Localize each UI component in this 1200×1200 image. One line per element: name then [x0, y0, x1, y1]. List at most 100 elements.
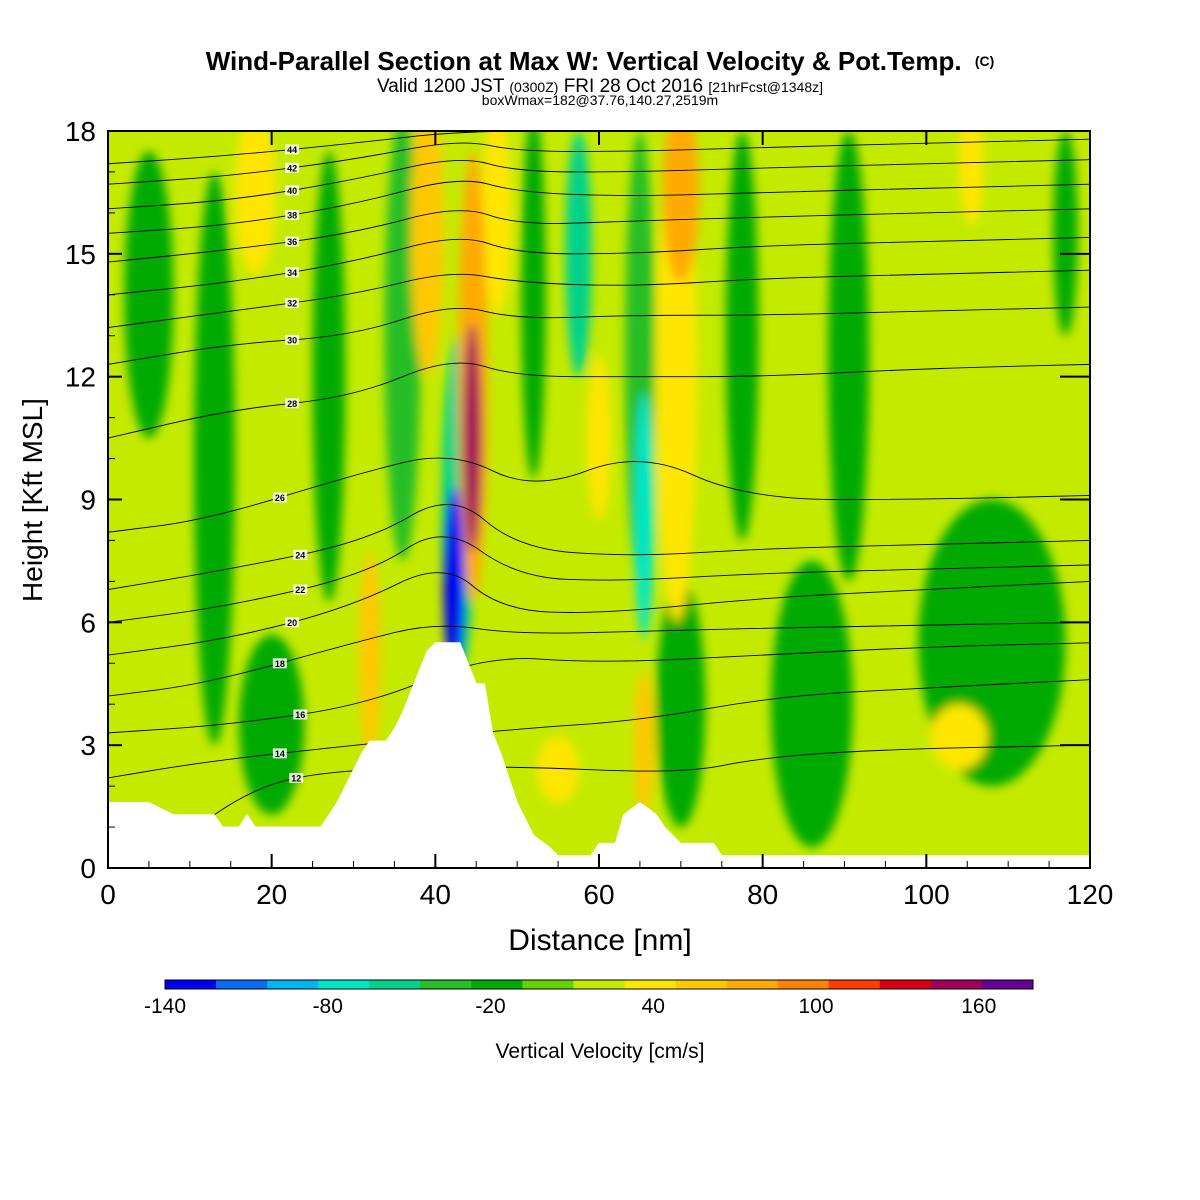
contour-label: 36 [287, 237, 297, 247]
theta-contour [108, 572, 1090, 656]
potential-temperature-contours: 12 14 16 18 20 22 24 26 28 30 32 34 36 38 40 42 44 [108, 131, 1090, 844]
w-cell [359, 552, 381, 758]
contour-label-bg [293, 709, 308, 720]
contour-label: 28 [287, 399, 297, 409]
colorbar-segment [267, 980, 319, 989]
colorbar-segment [981, 980, 1034, 989]
y-tick-label: 9 [80, 485, 96, 516]
x-tick-label: 120 [1067, 879, 1114, 910]
colorbar-segment [471, 980, 523, 989]
contour-label-bg [272, 492, 287, 503]
contour-label: 38 [287, 210, 297, 220]
colorbar-segment [420, 980, 472, 989]
terrain-mask [108, 642, 1090, 868]
contour-label-bg [285, 162, 300, 173]
y-axis-label: Height [Kft MSL] [17, 398, 48, 602]
chart-title: Wind-Parallel Section at Max W: Vertical… [206, 46, 995, 76]
colorbar-segment [522, 980, 574, 989]
x-tick-label: 60 [583, 879, 614, 910]
w-cell [930, 704, 988, 770]
theta-contour [108, 642, 1090, 734]
colorbar-tick-label: -20 [475, 995, 505, 1018]
colorbar-segment [879, 980, 932, 989]
contour-label-bg [285, 334, 300, 345]
contour-label: 34 [287, 268, 297, 278]
colorbar-tick-label: 100 [798, 995, 833, 1018]
contour-label: 12 [291, 773, 301, 783]
colorbar-segment [828, 980, 881, 989]
theta-contour [108, 269, 1090, 328]
w-cell [662, 131, 699, 283]
y-tick-label: 6 [80, 607, 96, 638]
x-tick-label: 0 [100, 879, 116, 910]
contour-label: 22 [295, 585, 305, 595]
contour-label-bg [285, 144, 300, 155]
theta-contour [108, 621, 1090, 697]
theta-contour [108, 159, 1090, 210]
contour-label: 40 [287, 186, 297, 196]
w-cell [463, 323, 482, 553]
w-cell [443, 487, 465, 676]
chart-subtitle: Valid 1200 JST (0300Z) FRI 28 Oct 2016 [… [377, 76, 823, 97]
contour-label: 14 [275, 749, 285, 759]
colorbar-segment [573, 980, 626, 989]
theta-contour [108, 457, 1090, 533]
colorbar-segment [216, 980, 268, 989]
contour-label: 18 [275, 659, 285, 669]
w-cell [828, 131, 870, 582]
colorbar-tick-label: -140 [144, 995, 186, 1018]
y-tick-label: 15 [65, 239, 96, 270]
colorbar-segment [624, 980, 677, 989]
colorbar-frame [164, 979, 1034, 990]
w-cell [312, 151, 346, 602]
theta-contour [108, 138, 1090, 185]
y-tick-label: 0 [80, 853, 96, 884]
x-tick-label: 80 [747, 879, 778, 910]
x-axis-label: Distance [nm] [508, 924, 691, 957]
theta-contour [108, 362, 1090, 439]
w-cell [770, 560, 853, 848]
y-tick-label: 12 [65, 362, 96, 393]
colorbar-tick-label: 160 [961, 995, 996, 1018]
x-tick-label: 40 [420, 879, 451, 910]
theta-contour [108, 306, 1090, 365]
contour-label-bg [285, 209, 300, 220]
contour-label-bg [285, 297, 300, 308]
contour-label: 32 [287, 298, 297, 308]
contour-label-bg [285, 398, 300, 409]
x-axis: 0 20 40 60 80 100 120 [100, 131, 1113, 910]
contour-label-bg [293, 549, 308, 560]
colorbar-segment [165, 980, 217, 989]
contour-label-bg [289, 772, 304, 783]
contour-label: 26 [275, 493, 285, 503]
contour-label: 24 [295, 550, 305, 560]
w-cell [193, 171, 235, 746]
w-cell [536, 736, 580, 803]
w-cell [1053, 131, 1078, 336]
colorbar: -140 -80 -20 40 100 160 [144, 979, 1034, 1018]
w-cell [634, 393, 654, 639]
colorbar-tick-label: 40 [642, 995, 665, 1018]
contour-label-bg [285, 617, 300, 628]
contour-label: 16 [295, 710, 305, 720]
theta-contour [108, 180, 1090, 234]
colorbar-segment [777, 980, 830, 989]
theta-contour [108, 208, 1090, 263]
colorbar-segment [930, 980, 983, 989]
plot-area: 12 14 16 18 20 22 24 26 28 30 32 34 36 38 40 42 44 [108, 131, 1090, 868]
contour-label: 20 [287, 618, 297, 628]
colorbar-segment [675, 980, 728, 989]
theta-contour [173, 744, 1090, 844]
w-cell [238, 634, 305, 815]
contour-label-bg [272, 658, 287, 669]
theta-contour [108, 131, 1090, 165]
theta-contour [108, 237, 1090, 296]
colorbar-segment [726, 980, 779, 989]
colorbar-segment [369, 980, 421, 989]
y-tick-label: 3 [80, 730, 96, 761]
contour-label-bg [272, 748, 287, 759]
w-cell [959, 131, 984, 226]
w-cell [634, 671, 654, 819]
contour-label: 44 [287, 145, 297, 155]
